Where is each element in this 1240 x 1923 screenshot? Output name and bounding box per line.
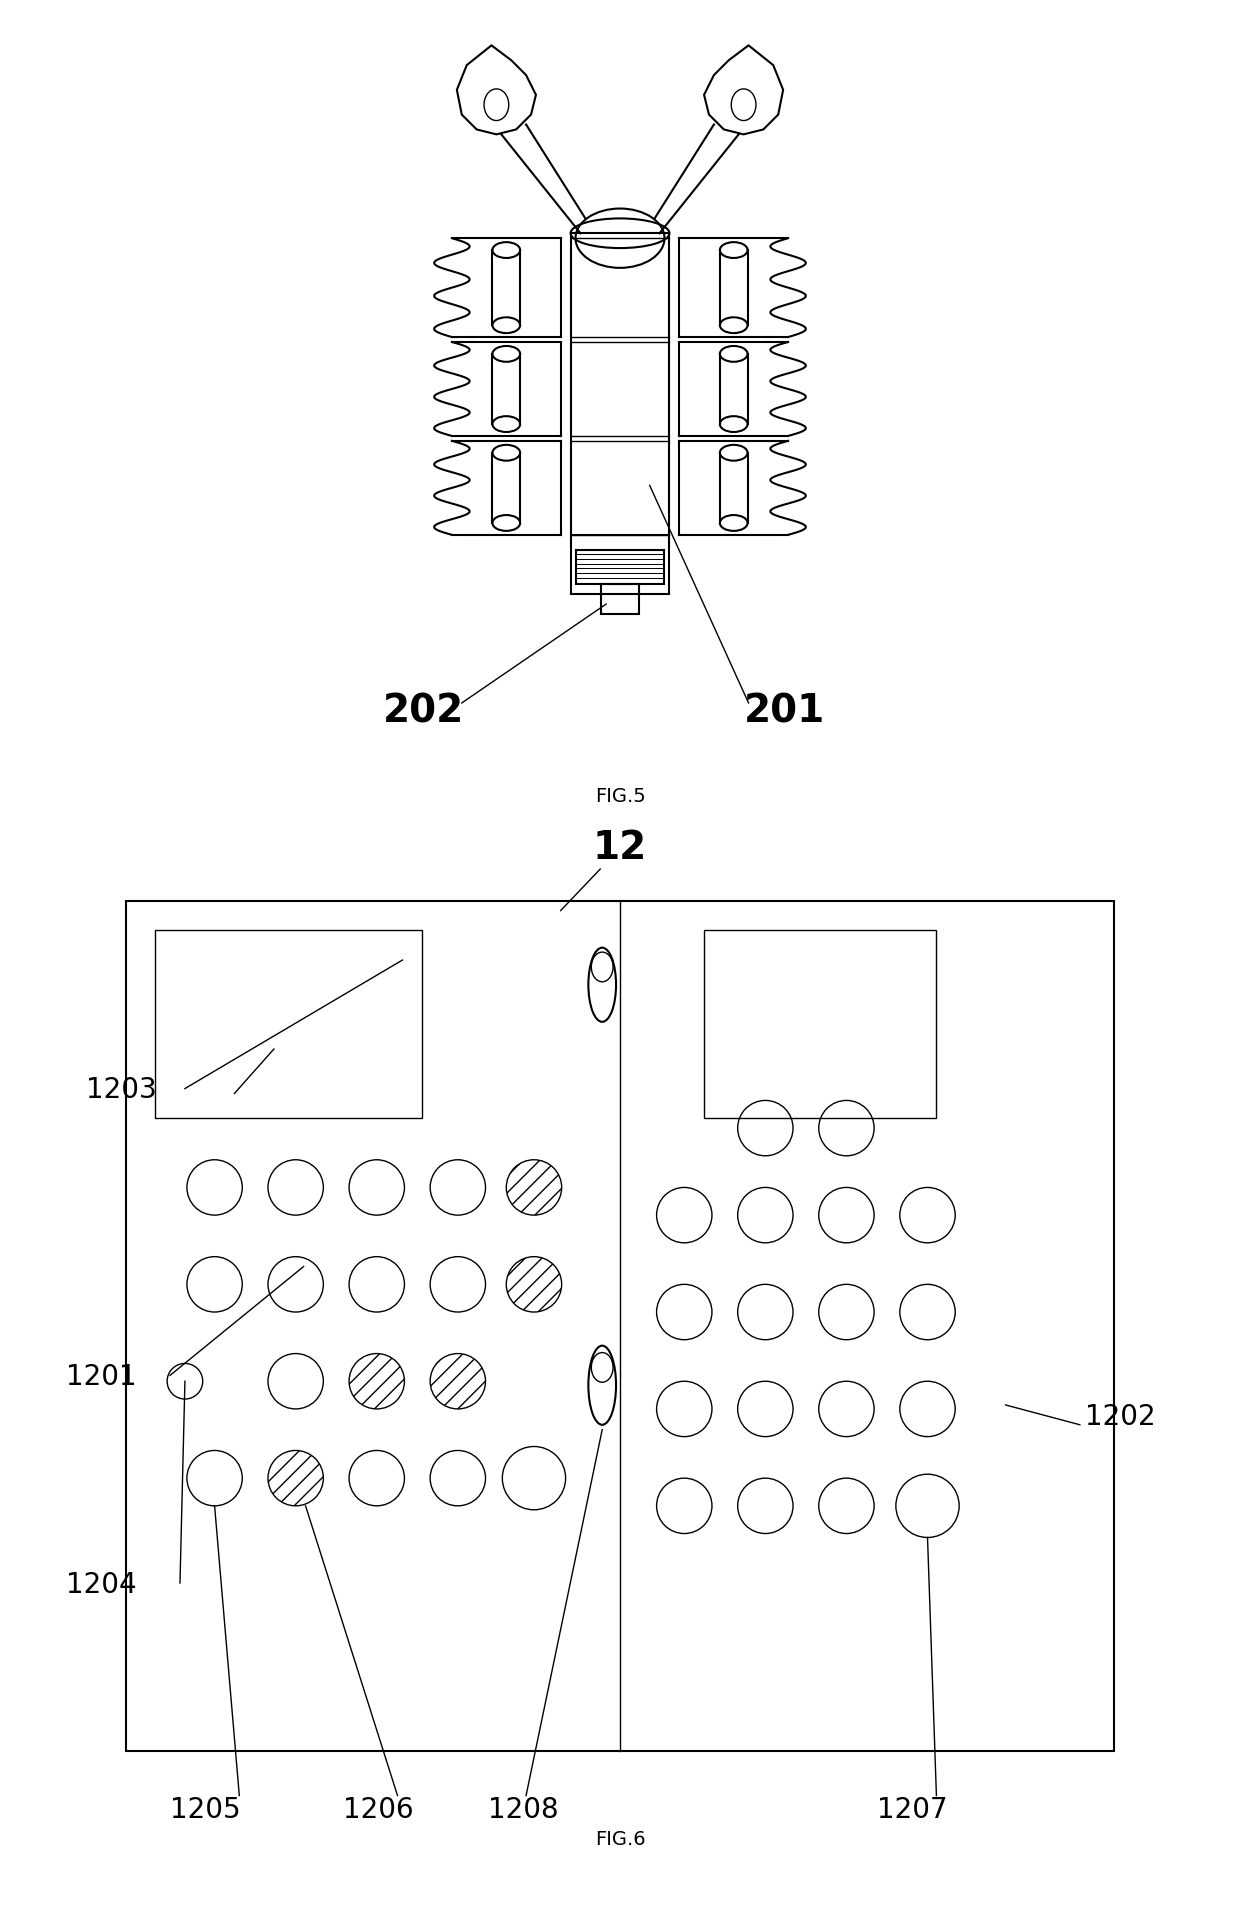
Text: 1205: 1205 — [170, 1796, 241, 1825]
Text: 1204: 1204 — [66, 1571, 136, 1598]
Text: FIG.6: FIG.6 — [595, 1831, 645, 1850]
Text: 201: 201 — [744, 692, 825, 731]
Text: 202: 202 — [383, 692, 464, 731]
Text: 1202: 1202 — [1085, 1402, 1156, 1431]
Bar — [601, 585, 639, 613]
Text: FIG.5: FIG.5 — [595, 787, 645, 806]
Bar — [125, 900, 1115, 1752]
Text: 1208: 1208 — [489, 1796, 559, 1825]
Bar — [704, 931, 936, 1119]
Text: 1207: 1207 — [877, 1796, 947, 1825]
Text: 1203: 1203 — [86, 1077, 156, 1104]
Text: 1206: 1206 — [343, 1796, 414, 1825]
Bar — [570, 233, 670, 594]
Text: 12: 12 — [593, 829, 647, 867]
Text: 1201: 1201 — [66, 1363, 136, 1390]
Bar — [575, 550, 665, 585]
Bar — [155, 931, 423, 1119]
